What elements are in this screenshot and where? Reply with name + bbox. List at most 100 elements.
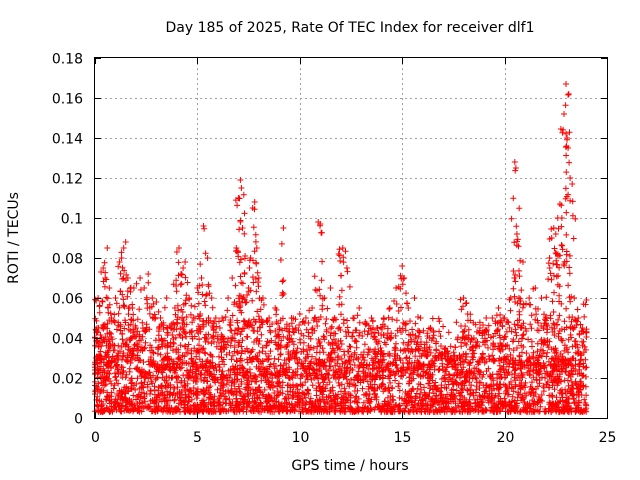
data-point: [141, 345, 147, 352]
data-point: [302, 394, 309, 401]
data-point: [370, 357, 377, 364]
y-tick-label: 0.18: [52, 52, 83, 68]
data-point: [534, 348, 541, 355]
data-point: [480, 371, 487, 378]
data-point: [346, 391, 353, 398]
y-axis-label: ROTI / TECUs: [6, 192, 22, 284]
data-point: [308, 358, 315, 365]
data-point: [205, 331, 212, 338]
data-point: [554, 404, 561, 411]
data-point: [104, 295, 111, 302]
data-point: [552, 250, 559, 256]
data-point: [346, 343, 353, 350]
data-point: [567, 197, 574, 204]
data-point: [148, 361, 155, 368]
data-point: [320, 349, 327, 356]
data-point: [392, 332, 399, 339]
data-point: [450, 372, 457, 379]
data-point: [247, 287, 254, 294]
data-point: [497, 375, 503, 382]
data-point: [312, 407, 319, 413]
data-point: [511, 406, 517, 413]
data-point: [181, 397, 188, 404]
data-point: [252, 407, 258, 414]
data-point: [302, 315, 309, 321]
data-point: [180, 265, 187, 271]
x-tick-label: 25: [599, 430, 617, 446]
data-point: [101, 321, 108, 328]
data-point: [241, 255, 248, 262]
data-point: [495, 305, 502, 311]
data-point: [574, 306, 581, 313]
data-point: [577, 407, 584, 414]
data-point: [527, 321, 534, 328]
data-point: [550, 260, 557, 267]
data-point: [411, 295, 418, 301]
data-point: [192, 368, 199, 375]
data-point: [179, 314, 186, 321]
x-tick-label: 0: [91, 430, 100, 446]
data-point: [137, 369, 144, 376]
data-point: [371, 406, 378, 413]
data-point: [422, 370, 429, 376]
y-tick-label: 0.14: [52, 132, 83, 148]
data-point: [563, 305, 570, 312]
data-point: [324, 399, 331, 405]
data-point: [512, 167, 519, 174]
data-point: [213, 402, 220, 409]
data-point: [225, 295, 232, 301]
data-point: [203, 378, 210, 384]
data-point: [412, 353, 419, 360]
data-point: [198, 346, 205, 352]
data-point: [496, 362, 503, 369]
data-point: [294, 345, 301, 352]
data-point: [424, 333, 431, 339]
data-point: [462, 300, 469, 307]
data-point: [313, 349, 320, 356]
data-point: [214, 386, 221, 393]
data-point: [438, 343, 444, 349]
data-point: [122, 239, 129, 245]
data-point: [253, 288, 260, 295]
data-point: [565, 372, 572, 379]
data-point: [118, 408, 125, 415]
data-point: [107, 341, 114, 347]
data-point: [553, 322, 560, 328]
data-point: [229, 312, 236, 319]
data-point: [559, 246, 566, 253]
data-point: [285, 374, 292, 381]
data-point: [311, 360, 318, 367]
data-point: [427, 385, 434, 392]
data-point: [351, 382, 358, 389]
data-point: [393, 285, 400, 291]
y-tick-label: 0.08: [52, 252, 83, 268]
data-point: [352, 394, 359, 401]
data-point: [319, 391, 326, 398]
data-point: [536, 377, 543, 384]
data-point: [541, 365, 547, 372]
data-point: [104, 394, 111, 400]
data-point: [239, 225, 246, 231]
data-point: [362, 321, 369, 328]
data-point: [535, 363, 542, 370]
data-point: [194, 347, 201, 354]
data-point: [217, 374, 224, 381]
data-point: [530, 367, 537, 374]
data-point: [166, 408, 173, 415]
data-point: [217, 382, 224, 389]
data-point: [380, 372, 387, 379]
data-point: [565, 91, 572, 98]
data-point: [528, 312, 535, 319]
data-point: [417, 315, 424, 321]
data-point: [306, 346, 313, 353]
data-point: [572, 349, 579, 356]
data-point: [338, 355, 345, 362]
data-point: [173, 277, 180, 284]
data-point: [123, 407, 130, 414]
data-point: [320, 379, 327, 386]
data-point: [279, 278, 286, 285]
data-point: [465, 399, 472, 406]
data-point: [162, 342, 169, 349]
data-point: [129, 347, 136, 354]
data-point: [329, 404, 335, 411]
